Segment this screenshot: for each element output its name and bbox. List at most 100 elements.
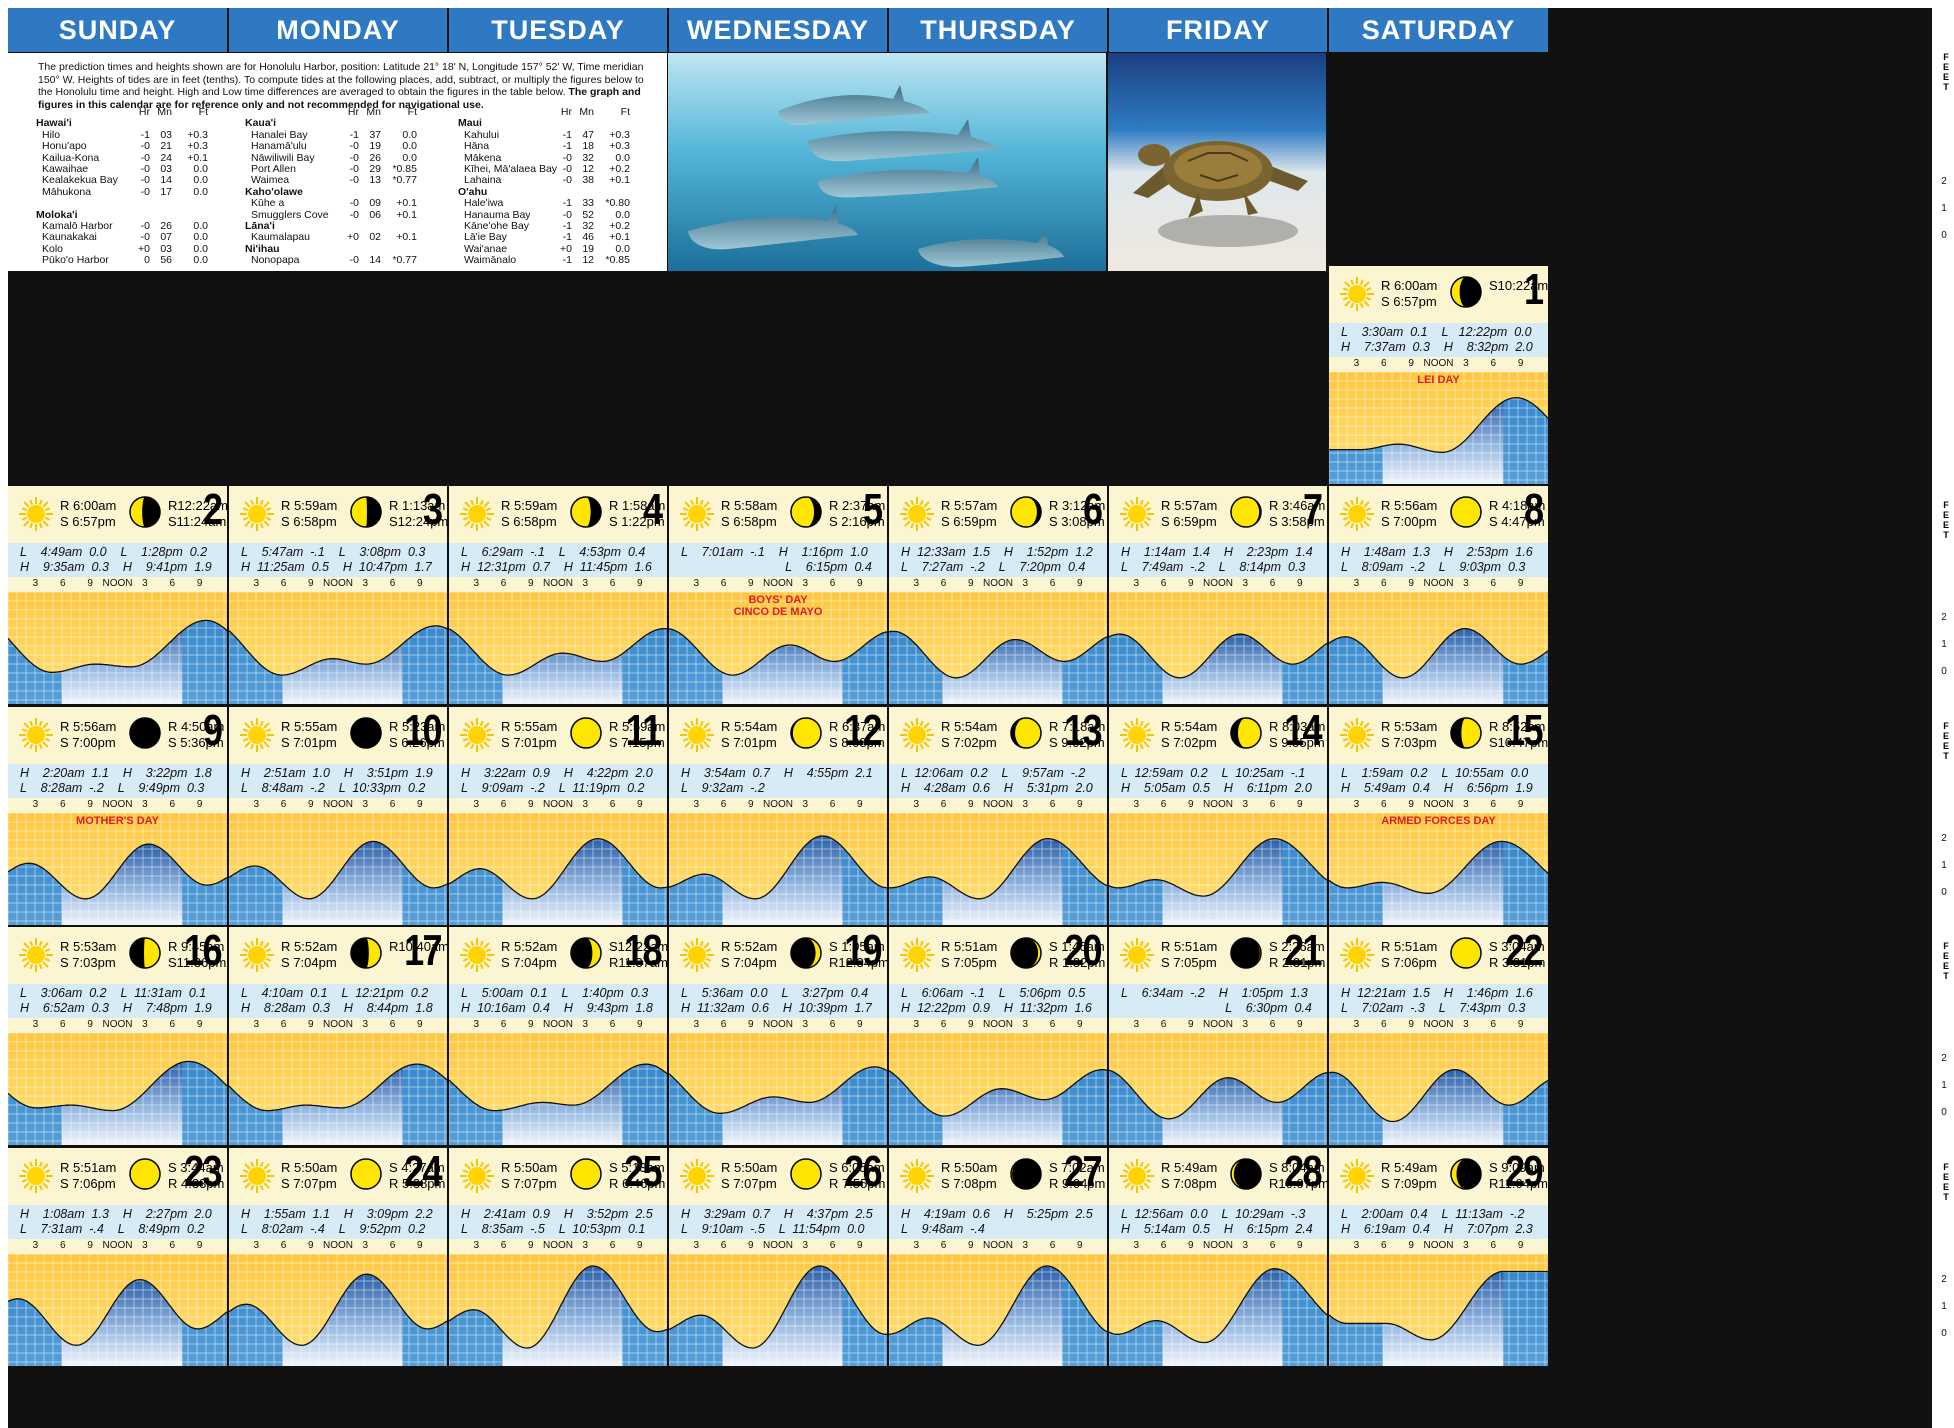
sun-moon-info: R 5:59am S 6:58pm R 1:58am S 1:22pm 4: [449, 486, 667, 543]
hour-tick-label: 9: [307, 578, 314, 589]
location-row: Lahaina -0 38 +0.1: [458, 174, 638, 187]
day-number: 1: [1523, 266, 1544, 314]
day-cell[interactable]: R 5:52am S 7:04pm S12:22am R11:37am 18 L 5:00…: [449, 927, 667, 1145]
tide-line-2: L 8:09am -.2 L 9:03pm 0.3: [1341, 560, 1526, 574]
day-cell[interactable]: R 5:50am S 7:07pm S 5:13am R 6:46pm 25 H 2:41…: [449, 1148, 667, 1366]
day-cell[interactable]: R 5:54am S 7:01pm R 6:37am S 8:08pm 12 H 3:54…: [669, 707, 887, 925]
location-ft: 0.0: [193, 185, 208, 198]
tide-graph: [1329, 1033, 1548, 1145]
feet-letter: E: [1942, 520, 1949, 530]
day-number: 4: [642, 486, 663, 534]
day-cell[interactable]: R 5:54am S 7:02pm R 8:03am S 9:55pm 14 L 12:5…: [1109, 707, 1327, 925]
sunset-time: S 7:01pm: [501, 735, 557, 750]
location-ft: +0.1: [609, 231, 630, 244]
day-cell[interactable]: R 5:53am S 7:03pm R 9:45am S11:36pm 16 L 3:06…: [8, 927, 227, 1145]
location-ft: +0.3: [187, 140, 208, 153]
hour-tick-label: 3: [362, 1240, 369, 1251]
day-number: 3: [422, 486, 443, 534]
location-hr: -0: [349, 140, 359, 153]
location-row: Kaumalapau +0 02 +0.1: [245, 231, 440, 243]
tide-graph: [229, 1254, 447, 1366]
day-cell[interactable]: R 5:55am S 7:01pm R 5:23am S 6:26pm 10 H 2:51…: [229, 707, 447, 925]
day-cell[interactable]: R 5:56am S 7:00pm R 4:18am S 4:47pm 8 H 1:48a…: [1329, 486, 1548, 704]
tide-times: L 12:56am 0.0 L 10:29am -.3 H 5:14am 0.5 …: [1109, 1205, 1327, 1239]
moon-phase-icon: [570, 717, 602, 749]
intro-paragraph: The prediction times and heights shown a…: [38, 61, 644, 98]
day-cell[interactable]: R 5:49am S 7:09pm S 9:09am R11:04pm 29 L 2:00…: [1329, 1148, 1548, 1366]
hour-ticks: 3 6 9 NOON 3 6 9: [669, 577, 887, 592]
moon-times: R 8:03am S 9:55pm: [1269, 719, 1325, 751]
location-mn: 38: [582, 174, 594, 187]
hour-tick-label: 3: [362, 1019, 369, 1030]
day-cell[interactable]: R 5:50am S 7:07pm S 4:27am R 5:38pm 24 H 1:55…: [229, 1148, 447, 1366]
day-cell[interactable]: R 6:00am S 6:57pm R12:22am S11:24am 2 L 4:49a…: [8, 486, 227, 704]
hour-tick-label: 9: [1076, 799, 1083, 810]
hour-tick-label: 6: [829, 1240, 836, 1251]
location-name: Kāne'ohe Bay: [464, 219, 530, 232]
day-cell[interactable]: R 5:54am S 7:02pm R 7:18am S 9:02pm 13 L 12:0…: [889, 707, 1107, 925]
day-cell[interactable]: R 5:50am S 7:08pm S 7:02am R 9:04pm 27 H 4:19…: [889, 1148, 1107, 1366]
day-cell[interactable]: R 5:59am S 6:58pm R 1:58am S 1:22pm 4 L 6:29a…: [449, 486, 667, 704]
day-cell[interactable]: R 5:51am S 7:06pm S 3:44am R 4:33pm 23 H 1:08…: [8, 1148, 227, 1366]
hour-tick-label: 3: [142, 1240, 148, 1251]
day-cell[interactable]: R 5:51am S 7:05pm S 2:26am R 2:31pm 21 L 6:34…: [1109, 927, 1327, 1145]
hour-tick-label: NOON: [1423, 358, 1454, 369]
location-mn: 26: [369, 151, 381, 164]
moon-times: R 2:37am S 2:16pm: [829, 498, 885, 530]
feet-letter: T: [1943, 751, 1949, 761]
tide-line-2: H 10:16am 0.4 H 9:43pm 1.8: [461, 1001, 653, 1015]
tide-times: L 6:34am -.2 H 1:05pm 1.3 L 6:30pm 0.4: [1109, 984, 1327, 1018]
hour-tick-label: 9: [196, 799, 203, 810]
tide-graph: [449, 1254, 667, 1366]
tide-curve: [1109, 633, 1327, 679]
feet-level-label: 2: [1941, 1052, 1947, 1064]
location-mn: 46: [582, 231, 594, 244]
moon-time-2: R 4:33pm: [168, 1176, 225, 1191]
day-cell[interactable]: R 5:58am S 6:58pm R 2:37am S 2:16pm 5 L 7:01a…: [669, 486, 887, 704]
moon-time-1: R 7:18am: [1049, 719, 1106, 734]
day-cell[interactable]: R 5:53am S 7:03pm R 8:52am S10:47pm 15 L 1:59…: [1329, 707, 1548, 925]
day-number: 15: [1505, 707, 1543, 755]
day-cell[interactable]: R 5:49am S 7:08pm S 8:04am R10:07pm 28 L 12:5…: [1109, 1148, 1327, 1366]
tide-line-1: L 6:06am -.1 L 5:06pm 0.5: [901, 986, 1086, 1000]
location-hr: -1: [349, 128, 359, 141]
day-cell[interactable]: R 5:50am S 7:07pm S 6:05am R 7:55pm 26 H 3:29…: [669, 1148, 887, 1366]
day-cell[interactable]: R 5:52am S 7:04pm R10:40am 17 L 4:10am 0.1 L…: [229, 927, 447, 1145]
tide-curve: [1329, 397, 1548, 453]
location-hr: -1: [562, 197, 572, 210]
day-cell[interactable]: R 5:57am S 6:59pm R 3:46am S 3:58pm 7 H 1:14a…: [1109, 486, 1327, 704]
holiday-label: BOYS' DAY CINCO DE MAYO: [669, 594, 887, 618]
sunrise-time: R 5:52am: [501, 939, 558, 954]
hour-tick-label: 3: [582, 799, 589, 810]
day-cell[interactable]: R 5:52am S 7:04pm S 1:05am R12:34pm 19 L 5:36…: [669, 927, 887, 1145]
tide-graph: [229, 1033, 447, 1145]
moon-time-2: S 4:47pm: [1489, 514, 1545, 529]
day-cell[interactable]: R 5:55am S 7:01pm R 5:59am S 7:15pm 11 H 3:22…: [449, 707, 667, 925]
tide-line-1: L 6:29am -.1 L 4:53pm 0.4: [461, 545, 646, 559]
location-hr: -0: [140, 219, 150, 232]
sunset-time: S 7:04pm: [281, 955, 337, 970]
day-cell[interactable]: R 5:56am S 7:00pm R 4:50am S 5:36pm 9 H 2:20a…: [8, 707, 227, 925]
hour-tick-label: 9: [1076, 1240, 1083, 1251]
tide-line-2: H 5:14am 0.5 H 6:15pm 2.4: [1121, 1222, 1313, 1236]
tide-curve: [8, 619, 227, 673]
day-cell[interactable]: R 6:00am S 6:57pm S10:22am 1 L 3:30am 0.1 L …: [1329, 266, 1548, 484]
sun-moon-info: R 5:54am S 7:02pm R 7:18am S 9:02pm 13: [889, 707, 1107, 764]
location-hr: -1: [562, 140, 572, 153]
hour-tick-label: 9: [1296, 578, 1303, 589]
day-cell[interactable]: R 5:59am S 6:58pm R 1:13am S12:24pm 3 L 5:47a…: [229, 486, 447, 704]
moon-times: S 1:46am R 1:32pm: [1049, 939, 1105, 971]
day-cell[interactable]: R 5:57am S 6:59pm R 3:12am S 3:08pm 6 H 12:33…: [889, 486, 1107, 704]
weekday-header: FRIDAY: [1109, 8, 1327, 52]
day-number: 9: [202, 707, 223, 755]
hour-tick-label: 9: [636, 799, 643, 810]
hour-ticks: 3 6 9 NOON 3 6 9: [229, 577, 447, 592]
tide-curve: [889, 1265, 1107, 1346]
weekday-header: TUESDAY: [449, 8, 667, 52]
day-cell[interactable]: R 5:51am S 7:06pm S 3:04am R 3:31pm 22 H 12:2…: [1329, 927, 1548, 1145]
hour-ticks: 3 6 9 NOON 3 6 9: [1109, 798, 1327, 813]
day-number: 13: [1064, 707, 1102, 755]
moon-phase-icon: [1450, 496, 1482, 528]
moon-time-1: R 1:58am: [609, 498, 666, 513]
day-cell[interactable]: R 5:51am S 7:05pm S 1:46am R 1:32pm 20 L 6:06…: [889, 927, 1107, 1145]
